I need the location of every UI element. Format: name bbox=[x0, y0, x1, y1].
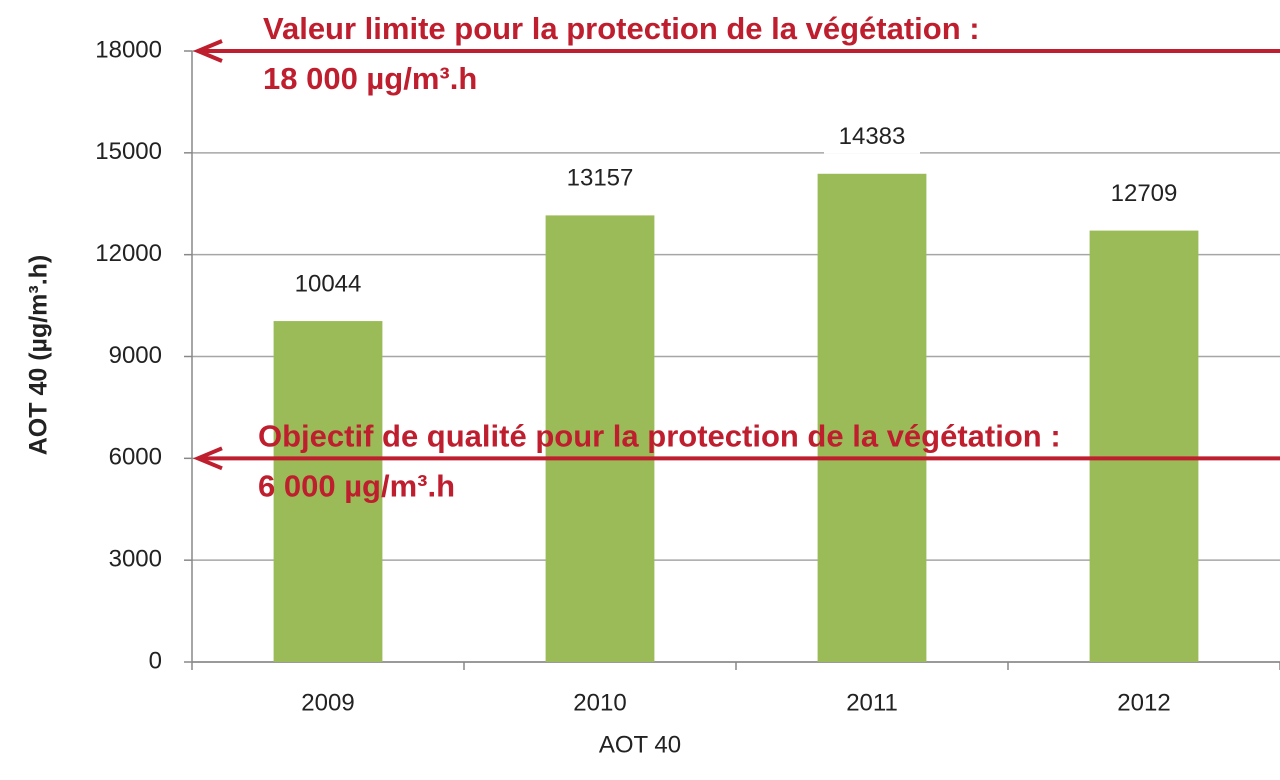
y-tick-label: 6000 bbox=[109, 444, 162, 471]
x-axis-title: AOT 40 bbox=[599, 731, 681, 758]
reference-arrow bbox=[192, 446, 223, 471]
reference-annotation: 18 000 µg/m³.h bbox=[263, 61, 477, 96]
y-tick-label: 15000 bbox=[95, 138, 162, 165]
y-tick-label: 18000 bbox=[95, 36, 162, 63]
data-label: 13157 bbox=[567, 165, 634, 192]
bar bbox=[273, 321, 383, 662]
data-label: 10044 bbox=[295, 270, 362, 297]
x-tick-label: 2010 bbox=[573, 689, 626, 716]
bar bbox=[1089, 230, 1199, 663]
data-label-bg bbox=[824, 121, 920, 154]
data-label: 12709 bbox=[1111, 180, 1178, 207]
reference-annotation: Valeur limite pour la protection de la v… bbox=[263, 11, 980, 46]
y-tick-label: 12000 bbox=[95, 240, 162, 267]
y-tick-label: 3000 bbox=[109, 546, 162, 573]
bar bbox=[545, 215, 655, 662]
x-tick-label: 2011 bbox=[846, 689, 898, 716]
reference-annotation: 6 000 µg/m³.h bbox=[258, 469, 455, 504]
reference-annotation: Objectif de qualité pour la protection d… bbox=[258, 419, 1061, 454]
data-label-bg bbox=[1096, 178, 1192, 211]
data-label-bg bbox=[280, 269, 376, 302]
y-axis-title: AOT 40 (µg/m³.h) bbox=[25, 255, 53, 456]
data-label-bg bbox=[552, 163, 648, 196]
y-tick-label: 0 bbox=[149, 647, 162, 674]
y-tick-label: 9000 bbox=[109, 342, 162, 369]
data-label: 14383 bbox=[839, 123, 906, 150]
reference-arrow bbox=[192, 39, 223, 63]
x-tick-label: 2012 bbox=[1117, 689, 1170, 716]
bar bbox=[817, 173, 927, 663]
x-tick-label: 2009 bbox=[301, 689, 354, 716]
